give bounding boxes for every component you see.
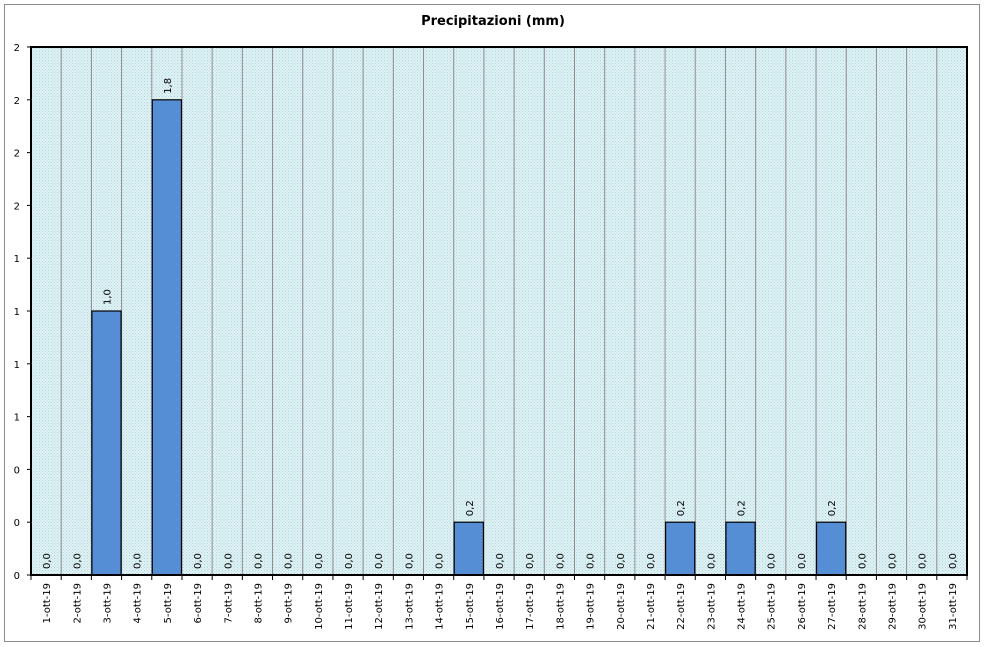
bar <box>453 521 485 576</box>
data-label: 0,0 <box>918 553 929 569</box>
y-tick-label: 2 <box>14 43 20 54</box>
x-tick-label: 16-ott-19 <box>495 583 506 630</box>
data-label: 0,2 <box>827 500 838 516</box>
data-label: 0,0 <box>646 553 657 569</box>
x-tick-label: 21-ott-19 <box>646 583 657 630</box>
bar <box>91 310 122 576</box>
x-tick-label: 15-ott-19 <box>465 583 476 630</box>
bar <box>664 521 696 576</box>
x-tick-label: 8-ott-19 <box>253 583 264 623</box>
x-tick-label: 28-ott-19 <box>857 583 868 630</box>
data-label: 0,0 <box>435 553 446 569</box>
x-tick-label: 23-ott-19 <box>706 583 717 630</box>
data-label: 0,0 <box>284 553 295 569</box>
x-tick-label: 11-ott-19 <box>344 583 355 630</box>
data-label: 0,0 <box>525 553 536 569</box>
data-label: 0,0 <box>253 553 264 569</box>
data-label: 0,0 <box>555 553 566 569</box>
data-label: 0,0 <box>344 553 355 569</box>
x-tick-label: 20-ott-19 <box>616 583 627 630</box>
x-tick-label: 27-ott-19 <box>827 583 838 630</box>
data-label: 0,0 <box>857 553 868 569</box>
data-label: 0,0 <box>616 553 627 569</box>
x-tick-label: 22-ott-19 <box>676 583 687 630</box>
y-tick-label: 0 <box>14 518 20 529</box>
data-label: 0,0 <box>948 553 959 569</box>
data-label: 0,0 <box>223 553 234 569</box>
y-tick-label: 1 <box>14 254 20 265</box>
data-label: 0,0 <box>374 553 385 569</box>
x-tick-label: 14-ott-19 <box>435 583 446 630</box>
y-tick-label: 2 <box>14 149 20 160</box>
data-label: 1,0 <box>102 289 113 305</box>
bar <box>725 521 756 576</box>
x-tick-label: 1-ott-19 <box>42 583 53 623</box>
bar <box>815 521 847 576</box>
data-label: 0,2 <box>676 500 687 516</box>
x-tick-label: 6-ott-19 <box>193 583 204 623</box>
data-label: 0,0 <box>706 553 717 569</box>
plot-area <box>31 47 967 575</box>
y-tick-label: 1 <box>14 360 20 371</box>
y-tick-label: 2 <box>14 96 20 107</box>
data-label: 0,0 <box>72 553 83 569</box>
x-tick-label: 3-ott-19 <box>102 583 113 623</box>
x-tick-label: 18-ott-19 <box>555 583 566 630</box>
data-label: 0,2 <box>737 500 748 516</box>
bar <box>151 99 183 576</box>
x-tick-label: 25-ott-19 <box>767 583 778 630</box>
data-label: 0,0 <box>193 553 204 569</box>
data-label: 0,0 <box>42 553 53 569</box>
data-label: 1,8 <box>163 78 174 94</box>
x-tick-label: 31-ott-19 <box>948 583 959 630</box>
x-tick-label: 24-ott-19 <box>737 583 748 630</box>
x-tick-label: 5-ott-19 <box>163 583 174 623</box>
data-label: 0,2 <box>465 500 476 516</box>
plot-border <box>30 46 968 576</box>
x-tick-label: 13-ott-19 <box>404 583 415 630</box>
data-label: 0,0 <box>586 553 597 569</box>
x-tick-label: 17-ott-19 <box>525 583 536 630</box>
x-tick-label: 29-ott-19 <box>888 583 899 630</box>
data-label: 0,0 <box>495 553 506 569</box>
y-tick-label: 0 <box>14 571 20 582</box>
data-label: 0,0 <box>314 553 325 569</box>
y-tick-label: 1 <box>14 307 20 318</box>
data-label: 0,0 <box>888 553 899 569</box>
x-tick-label: 19-ott-19 <box>586 583 597 630</box>
x-tick-label: 12-ott-19 <box>374 583 385 630</box>
chart-title: Precipitazioni (mm) <box>421 14 565 29</box>
y-tick-label: 0 <box>14 465 20 476</box>
x-tick-label: 4-ott-19 <box>133 583 144 623</box>
y-tick-label: 2 <box>14 201 20 212</box>
data-label: 0,0 <box>133 553 144 569</box>
x-tick-label: 26-ott-19 <box>797 583 808 630</box>
data-label: 0,0 <box>404 553 415 569</box>
x-tick-label: 9-ott-19 <box>284 583 295 623</box>
x-tick-label: 7-ott-19 <box>223 583 234 623</box>
y-tick-label: 1 <box>14 413 20 424</box>
data-label: 0,0 <box>797 553 808 569</box>
x-tick-label: 30-ott-19 <box>918 583 929 630</box>
x-tick-label: 2-ott-19 <box>72 583 83 623</box>
x-tick-label: 10-ott-19 <box>314 583 325 630</box>
data-label: 0,0 <box>767 553 778 569</box>
